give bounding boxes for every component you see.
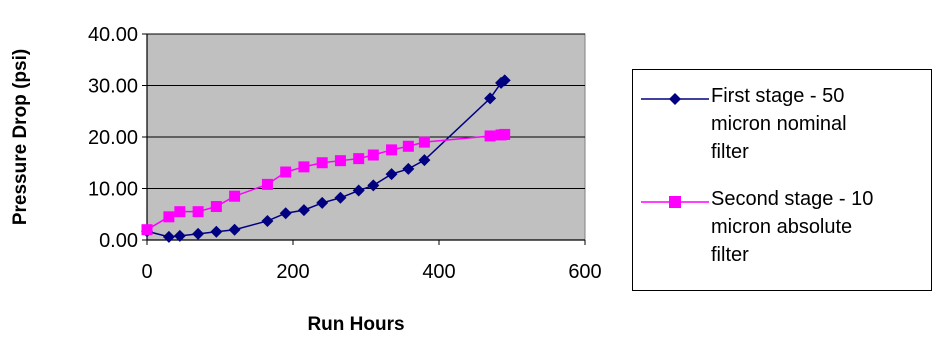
data-point-square bbox=[484, 130, 496, 142]
legend-diamond-marker-icon bbox=[641, 93, 709, 105]
data-point-diamond bbox=[192, 227, 205, 240]
data-point-square bbox=[298, 161, 310, 173]
data-point-diamond bbox=[385, 168, 398, 181]
data-point-diamond bbox=[297, 204, 310, 217]
y-axis-title: Pressure Drop (psi) bbox=[10, 49, 31, 225]
y-tick-label: 0.00 bbox=[99, 230, 138, 252]
data-point-square bbox=[229, 190, 241, 202]
data-point-square bbox=[174, 206, 186, 218]
legend-square-marker-icon bbox=[641, 196, 709, 208]
data-point-square bbox=[386, 144, 398, 156]
data-point-square bbox=[261, 178, 273, 190]
data-point-diamond bbox=[484, 92, 497, 105]
x-tick-label: 0 bbox=[141, 261, 152, 283]
legend-label-first-stage: First stage - 50 micron nominal filter bbox=[711, 85, 847, 163]
data-point-square bbox=[280, 166, 292, 178]
data-point-square bbox=[418, 136, 430, 148]
data-point-square bbox=[210, 201, 222, 213]
y-tick-label: 20.00 bbox=[88, 127, 138, 149]
data-point-diamond bbox=[162, 230, 175, 243]
data-point-square bbox=[353, 153, 365, 165]
chart-legend: First stage - 50 micron nominal filter S… bbox=[632, 69, 932, 291]
data-point-diamond bbox=[279, 207, 292, 220]
data-point-diamond bbox=[334, 191, 347, 204]
data-point-square bbox=[316, 157, 328, 169]
data-point-square bbox=[163, 211, 175, 223]
x-axis-title: Run Hours bbox=[307, 314, 404, 335]
data-point-diamond bbox=[210, 225, 223, 238]
data-point-diamond bbox=[352, 184, 365, 197]
y-tick-label: 30.00 bbox=[88, 76, 138, 98]
pressure-drop-chart: 0.00 10.00 20.00 30.00 40.00 0 200 400 600 Pres… bbox=[10, 24, 602, 335]
data-point-square bbox=[499, 128, 511, 140]
y-axis-tick-labels: 0.00 10.00 20.00 30.00 40.00 bbox=[88, 24, 147, 252]
series-layer bbox=[141, 74, 511, 243]
series-second-stage bbox=[141, 128, 511, 236]
x-tick-label: 200 bbox=[276, 261, 309, 283]
data-point-diamond bbox=[228, 223, 241, 236]
data-point-square bbox=[192, 206, 204, 218]
data-point-diamond bbox=[173, 229, 186, 242]
data-point-diamond bbox=[367, 179, 380, 192]
data-point-diamond bbox=[316, 196, 329, 209]
data-point-square bbox=[402, 140, 414, 152]
data-point-square bbox=[367, 149, 379, 161]
legend-label-second-stage: Second stage - 10 micron absolute filter bbox=[711, 188, 874, 266]
data-point-diamond bbox=[418, 154, 431, 167]
x-tick-label: 400 bbox=[422, 261, 455, 283]
data-point-square bbox=[141, 224, 153, 236]
data-point-diamond bbox=[261, 214, 274, 227]
x-axis-tick-labels: 0 200 400 600 bbox=[141, 240, 602, 283]
data-point-diamond bbox=[498, 74, 511, 87]
data-point-diamond bbox=[402, 162, 415, 175]
x-tick-label: 600 bbox=[568, 261, 601, 283]
y-tick-label: 10.00 bbox=[88, 179, 138, 201]
data-point-square bbox=[334, 155, 346, 167]
y-tick-label: 40.00 bbox=[88, 24, 138, 46]
